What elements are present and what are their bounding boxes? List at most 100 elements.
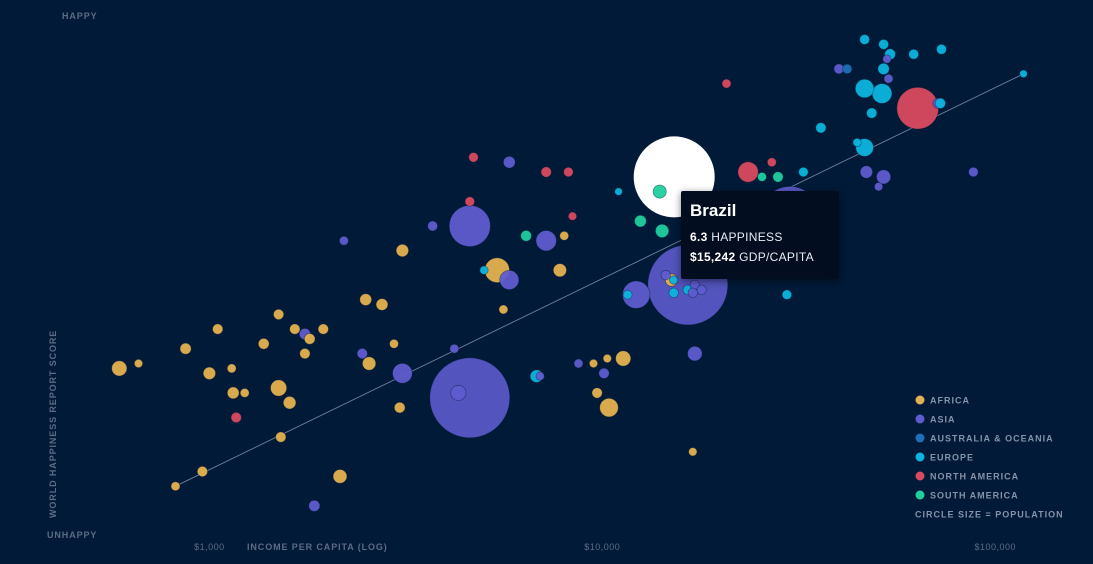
country-point[interactable] — [179, 342, 192, 355]
country-point[interactable] — [392, 362, 413, 384]
country-point[interactable] — [757, 171, 767, 182]
country-point[interactable] — [450, 384, 467, 401]
country-point[interactable] — [669, 275, 679, 285]
country-point[interactable] — [687, 345, 703, 362]
country-point[interactable] — [552, 263, 567, 278]
country-point[interactable] — [317, 323, 329, 335]
country-point[interactable] — [498, 304, 509, 315]
country-point[interactable] — [282, 396, 297, 410]
country-point[interactable] — [737, 161, 759, 183]
country-point[interactable] — [772, 171, 784, 183]
country-point[interactable] — [226, 363, 237, 374]
country-point[interactable] — [687, 287, 699, 299]
country-point[interactable] — [448, 204, 491, 247]
country-point[interactable] — [634, 214, 647, 228]
country-point[interactable] — [464, 196, 476, 207]
country-point[interactable] — [766, 157, 777, 168]
country-point[interactable] — [873, 182, 884, 192]
country-point[interactable] — [567, 211, 578, 221]
country-point[interactable] — [598, 367, 610, 379]
country-point[interactable] — [798, 166, 809, 178]
country-point[interactable] — [427, 220, 439, 232]
country-point[interactable] — [614, 187, 623, 196]
country-point[interactable] — [338, 235, 349, 246]
country-point[interactable] — [908, 48, 920, 60]
country-point[interactable] — [896, 86, 939, 130]
country-point[interactable] — [876, 169, 892, 185]
country-point[interactable] — [859, 165, 874, 179]
country-point[interactable] — [781, 289, 793, 300]
country-point[interactable] — [449, 343, 460, 354]
country-point[interactable] — [499, 269, 520, 290]
country-point[interactable] — [170, 481, 181, 492]
country-point[interactable] — [429, 357, 511, 439]
x-tick-label: $1,000 — [194, 542, 225, 552]
country-point[interactable] — [936, 43, 947, 55]
country-point[interactable] — [1019, 69, 1028, 78]
country-point[interactable] — [299, 347, 311, 360]
country-point[interactable] — [133, 358, 144, 369]
country-point[interactable] — [866, 107, 878, 119]
country-point[interactable] — [212, 323, 224, 335]
country-point[interactable] — [270, 379, 288, 397]
country-point[interactable] — [721, 78, 732, 89]
country-point[interactable] — [275, 431, 287, 443]
country-point[interactable] — [289, 323, 301, 335]
country-point[interactable] — [239, 387, 250, 398]
country-point[interactable] — [883, 73, 894, 84]
country-point[interactable] — [591, 387, 603, 399]
country-point[interactable] — [540, 166, 552, 178]
country-point[interactable] — [859, 34, 870, 45]
country-point[interactable] — [535, 371, 545, 381]
country-point[interactable] — [468, 152, 479, 163]
country-point[interactable] — [395, 243, 409, 258]
x-tick-label: $100,000 — [974, 542, 1016, 552]
country-point[interactable] — [878, 39, 889, 50]
country-point[interactable] — [502, 155, 516, 169]
country-point[interactable] — [622, 289, 633, 300]
country-point[interactable] — [272, 308, 285, 320]
country-point[interactable] — [934, 97, 947, 109]
country-point[interactable] — [573, 358, 584, 369]
country-point[interactable] — [389, 338, 399, 349]
country-point[interactable] — [303, 333, 316, 345]
country-point[interactable] — [226, 386, 240, 400]
country-point[interactable] — [559, 230, 570, 241]
country-point[interactable] — [688, 447, 698, 457]
country-point[interactable] — [871, 83, 893, 104]
country-point[interactable] — [479, 265, 489, 275]
country-point[interactable] — [356, 347, 368, 360]
country-point[interactable] — [375, 298, 389, 311]
country-point[interactable] — [815, 122, 827, 134]
country-point[interactable] — [882, 54, 892, 64]
country-point[interactable] — [696, 284, 707, 296]
country-point[interactable] — [563, 166, 574, 178]
country-point[interactable] — [359, 293, 373, 306]
country-tooltip: Brazil 6.3 HAPPINESS $15,242 GDP/CAPITA — [681, 191, 839, 279]
country-point[interactable] — [854, 78, 875, 99]
country-point[interactable] — [332, 469, 348, 484]
country-point[interactable] — [257, 337, 270, 350]
country-point[interactable] — [668, 287, 679, 299]
country-point[interactable] — [652, 184, 667, 199]
country-point[interactable] — [842, 63, 853, 75]
country-point[interactable] — [308, 499, 321, 512]
country-point[interactable] — [615, 350, 632, 367]
country-point[interactable] — [968, 166, 979, 178]
country-point[interactable] — [588, 358, 599, 369]
country-point[interactable] — [852, 137, 862, 148]
country-point[interactable] — [654, 223, 670, 238]
country-point[interactable] — [196, 465, 208, 478]
country-point[interactable] — [202, 366, 216, 380]
country-point[interactable] — [230, 411, 242, 424]
country-point[interactable] — [393, 401, 406, 414]
country-point[interactable] — [622, 280, 651, 309]
country-point[interactable] — [599, 397, 619, 418]
country-point[interactable] — [660, 269, 671, 281]
country-point[interactable] — [602, 353, 612, 364]
country-point[interactable] — [520, 230, 532, 242]
country-point[interactable] — [361, 356, 377, 371]
country-point[interactable] — [111, 360, 128, 377]
country-point[interactable] — [535, 230, 557, 252]
country-point[interactable] — [877, 62, 890, 76]
